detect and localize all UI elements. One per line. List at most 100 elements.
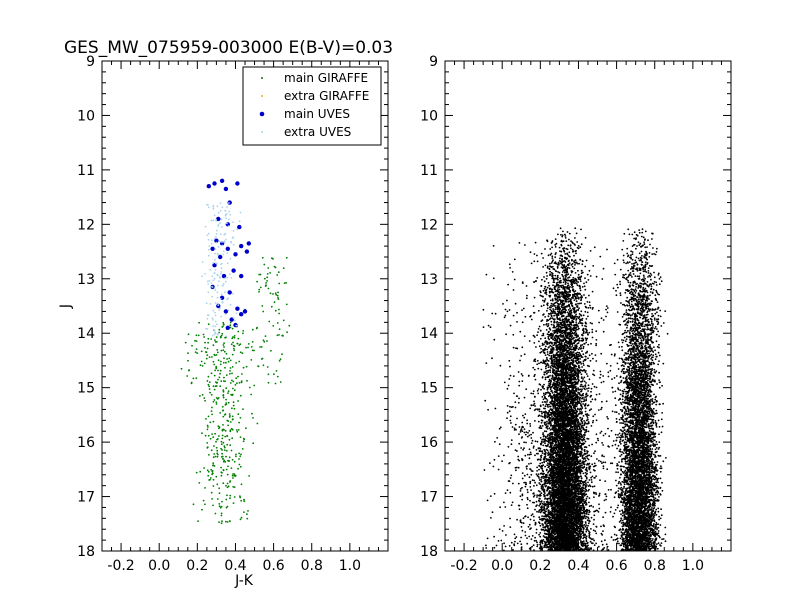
star-point	[570, 247, 572, 250]
main-giraffe-point	[231, 474, 234, 477]
star-point	[579, 358, 581, 360]
extra-uves-point	[214, 332, 217, 335]
main-giraffe-point	[211, 470, 214, 473]
extra-uves-point	[207, 283, 210, 285]
main-giraffe-point	[256, 422, 259, 425]
star-point	[588, 409, 591, 412]
main-uves-point	[231, 268, 236, 273]
main-giraffe-point	[216, 349, 219, 351]
main-giraffe-point	[231, 327, 234, 330]
main-giraffe-point	[233, 496, 236, 498]
main-giraffe-point	[233, 473, 236, 476]
main-giraffe-point	[215, 475, 218, 478]
extra-uves-point	[232, 243, 235, 246]
extra-uves-point	[220, 271, 223, 273]
star-point	[545, 356, 548, 359]
main-giraffe-point	[222, 349, 225, 351]
main-giraffe-point	[225, 498, 228, 501]
main-giraffe-point	[233, 336, 236, 339]
star-point	[558, 488, 561, 491]
extra-uves-point	[224, 280, 227, 283]
star-point	[587, 315, 589, 318]
main-giraffe-point	[239, 343, 242, 346]
star-point	[553, 358, 556, 361]
main-giraffe-point	[255, 327, 258, 330]
main-giraffe-point	[242, 440, 245, 443]
plot-points	[482, 227, 669, 551]
star-point	[550, 266, 552, 268]
y-tick-label: 9	[86, 54, 95, 70]
main-giraffe-point	[285, 256, 288, 259]
main-giraffe-point	[213, 399, 216, 401]
main-giraffe-point	[266, 366, 269, 368]
star-point	[576, 284, 579, 287]
extra-uves-point	[205, 302, 208, 305]
main-giraffe-point	[245, 427, 247, 430]
main-giraffe-point	[213, 374, 216, 377]
main-giraffe-point	[201, 365, 204, 367]
main-giraffe-point	[221, 500, 223, 503]
star-point	[546, 351, 549, 353]
star-point	[582, 314, 585, 317]
main-giraffe-point	[229, 444, 232, 447]
main-giraffe-point	[251, 349, 254, 352]
star-point	[535, 500, 538, 503]
extra-uves-point	[208, 245, 211, 248]
star-point	[532, 431, 534, 434]
main-uves-point	[235, 306, 240, 311]
legend-marker	[261, 95, 263, 97]
main-giraffe-point	[243, 498, 245, 501]
main-giraffe-point	[223, 346, 225, 348]
main-giraffe-point	[232, 380, 235, 383]
star-point	[568, 369, 570, 372]
y-tick-label: 16	[77, 435, 95, 451]
main-giraffe-point	[271, 257, 273, 260]
main-giraffe-point	[222, 380, 225, 382]
main-giraffe-point	[187, 359, 189, 362]
extra-uves-point	[211, 317, 214, 320]
extra-uves-point	[220, 263, 222, 266]
main-giraffe-point	[263, 340, 266, 343]
extra-uves-point	[217, 223, 220, 226]
main-giraffe-point	[237, 467, 240, 470]
main-uves-point	[214, 238, 219, 243]
main-giraffe-point	[231, 418, 234, 421]
main-giraffe-point	[240, 499, 243, 502]
main-giraffe-point	[250, 346, 253, 348]
extra-uves-point	[222, 250, 225, 253]
main-giraffe-point	[248, 475, 251, 477]
main-giraffe-point	[231, 372, 233, 375]
main-giraffe-point	[212, 436, 215, 439]
extra-uves-point	[227, 309, 230, 312]
extra-uves-point	[220, 241, 223, 243]
star-point	[555, 252, 557, 254]
main-giraffe-point	[213, 363, 216, 366]
star-point	[581, 356, 584, 358]
extra-uves-point	[218, 240, 221, 243]
star-point	[583, 303, 586, 305]
main-giraffe-point	[210, 372, 213, 375]
main-giraffe-point	[282, 319, 285, 322]
main-giraffe-point	[241, 448, 244, 450]
extra-uves-point	[219, 297, 222, 300]
main-giraffe-point	[201, 393, 204, 396]
star-point	[588, 331, 591, 334]
extra-uves-point	[212, 204, 215, 207]
legend-label: main UVES	[284, 107, 350, 121]
star-point	[554, 407, 557, 410]
star-point	[584, 337, 587, 340]
star-point	[554, 298, 557, 301]
main-giraffe-point	[198, 482, 201, 484]
main-giraffe-point	[251, 328, 254, 331]
main-giraffe-point	[207, 470, 210, 473]
star-point	[544, 285, 547, 288]
star-point	[549, 371, 552, 373]
main-uves-point	[216, 216, 221, 222]
main-giraffe-point	[262, 364, 265, 367]
star-point	[559, 227, 562, 230]
main-giraffe-point	[242, 330, 245, 332]
main-giraffe-point	[232, 336, 234, 338]
main-giraffe-point	[206, 354, 209, 356]
star-point	[570, 371, 573, 374]
main-giraffe-point	[190, 382, 193, 385]
